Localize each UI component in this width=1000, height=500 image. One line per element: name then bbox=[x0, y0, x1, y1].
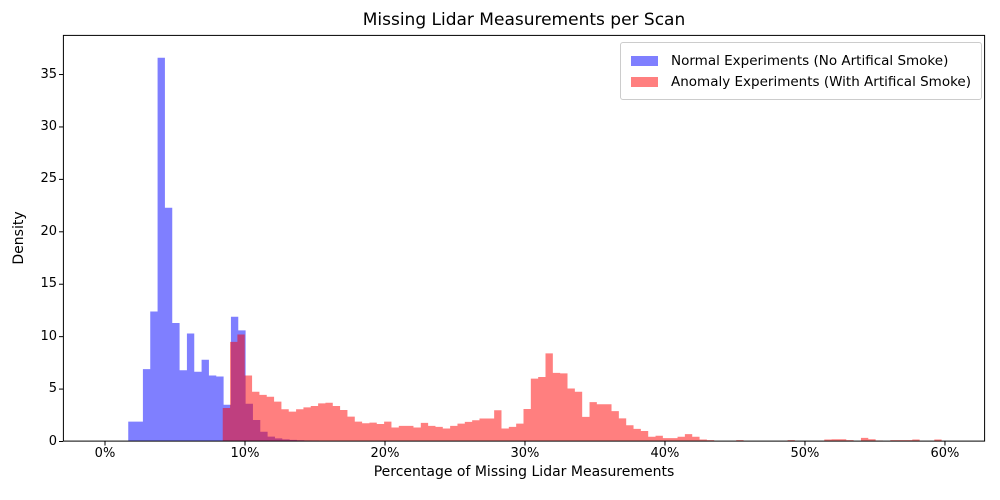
legend-entry-anomaly: Anomaly Experiments (With Artifical Smok… bbox=[631, 71, 971, 92]
legend-swatch-anomaly-icon bbox=[631, 76, 658, 87]
x-tick-label: 50% bbox=[790, 446, 820, 461]
axes-frame bbox=[62, 34, 986, 442]
x-tick-label: 60% bbox=[930, 446, 960, 461]
histogram-anomaly bbox=[222, 334, 942, 442]
y-tick-label: 35 bbox=[40, 66, 57, 82]
plot-area bbox=[59, 34, 986, 446]
x-tick-label: 0% bbox=[94, 446, 116, 461]
y-tick-label: 5 bbox=[48, 381, 57, 397]
x-axis-label: Percentage of Missing Lidar Measurements bbox=[373, 464, 675, 480]
y-tick-label: 25 bbox=[40, 171, 57, 187]
x-tick-label: 10% bbox=[230, 446, 260, 461]
x-tick-label: 20% bbox=[370, 446, 400, 461]
legend-label-anomaly: Anomaly Experiments (With Artifical Smok… bbox=[671, 73, 971, 90]
y-tick-label: 15 bbox=[40, 276, 57, 292]
legend: Normal Experiments (No Artifical Smoke) … bbox=[620, 42, 982, 100]
histogram-normal bbox=[128, 57, 327, 442]
x-tick-label: 40% bbox=[650, 446, 680, 461]
legend-entry-normal: Normal Experiments (No Artifical Smoke) bbox=[631, 50, 971, 71]
y-tick-label: 30 bbox=[40, 118, 57, 134]
y-tick-label: 20 bbox=[40, 223, 57, 239]
chart-title: Missing Lidar Measurements per Scan bbox=[362, 10, 686, 30]
legend-label-normal: Normal Experiments (No Artifical Smoke) bbox=[671, 52, 949, 69]
y-tick-label: 0 bbox=[48, 433, 57, 449]
x-tick-label: 30% bbox=[510, 446, 540, 461]
y-tick-label: 10 bbox=[40, 328, 57, 344]
legend-swatch-normal-icon bbox=[631, 55, 658, 66]
